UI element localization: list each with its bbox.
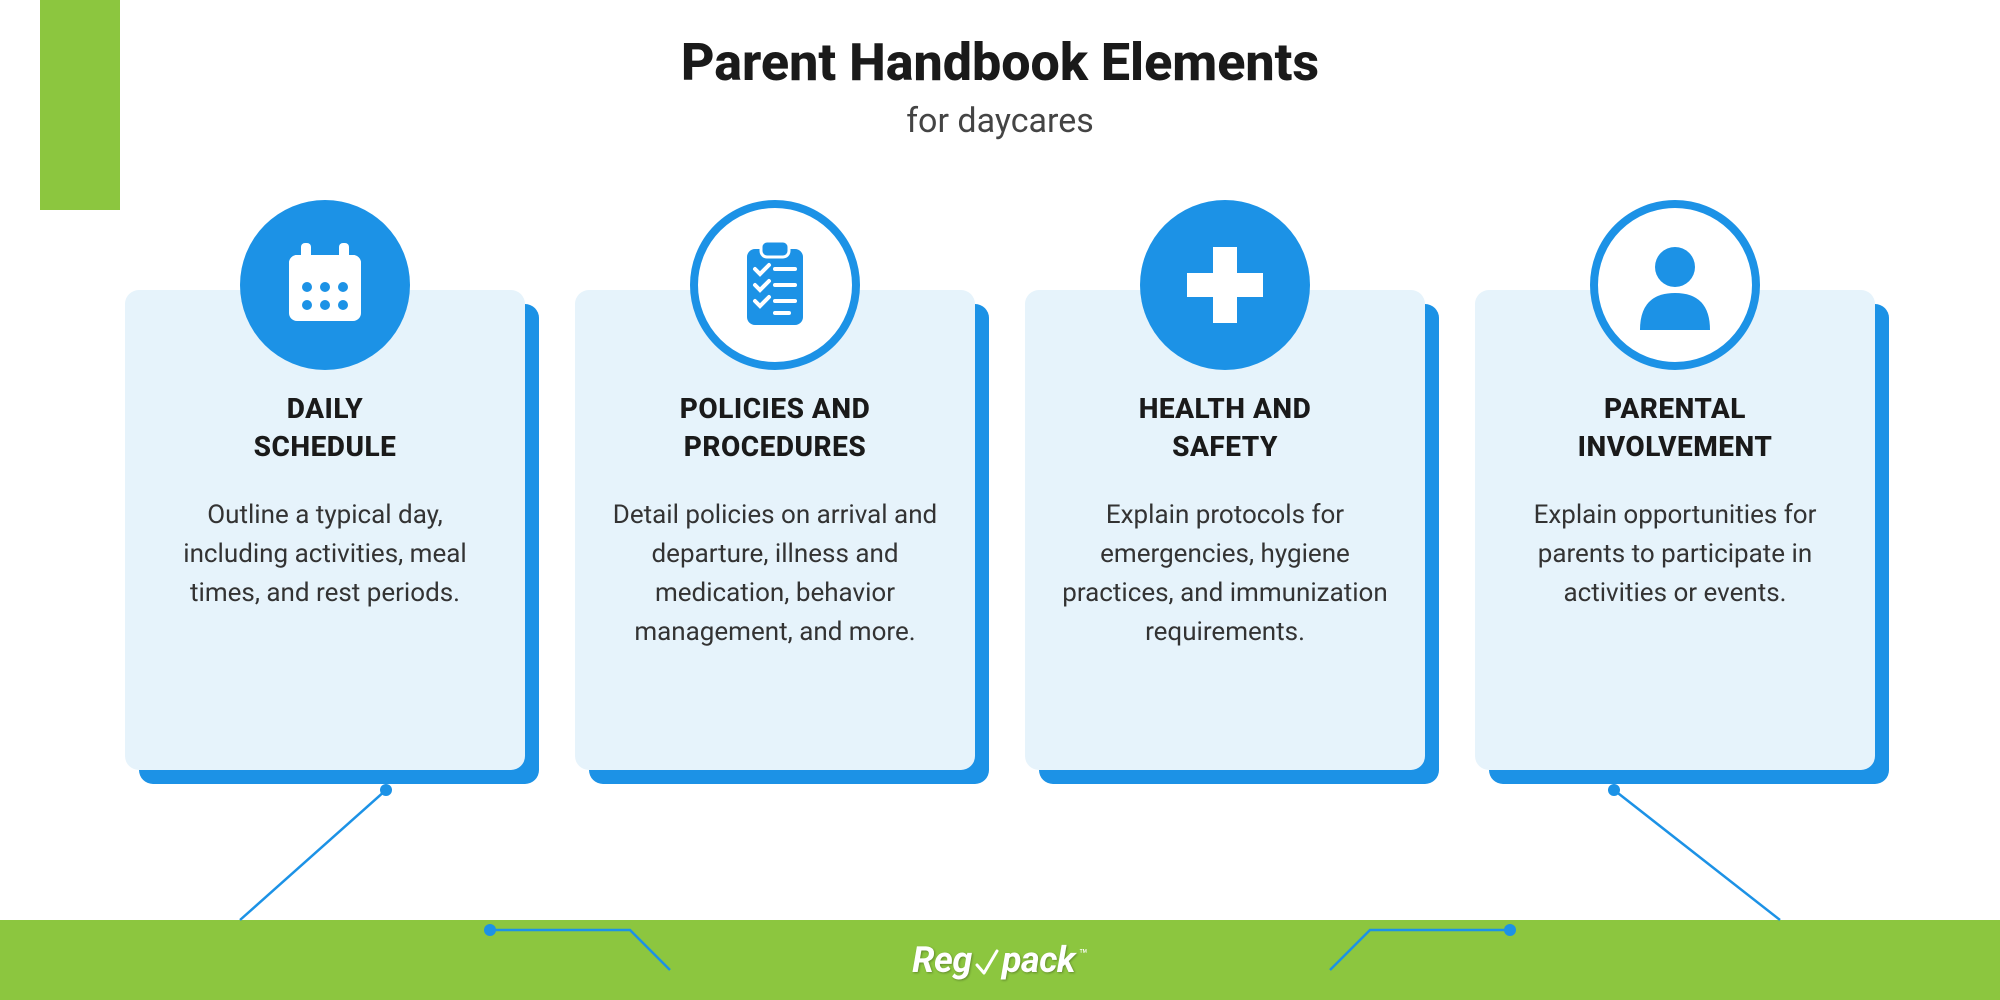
person-icon <box>1590 200 1760 370</box>
card-health-safety: HEALTH AND SAFETY Explain protocols for … <box>1025 290 1425 770</box>
regpack-logo: Reg pack ™ <box>912 939 1088 981</box>
card-title: POLICIES AND PROCEDURES <box>605 390 945 466</box>
card-daily-schedule: DAILY SCHEDULE Outline a typical day, in… <box>125 290 525 770</box>
card-policies: POLICIES AND PROCEDURES Detail policies … <box>575 290 975 770</box>
connector-line-left <box>200 780 400 930</box>
page-title: Parent Handbook Elements <box>0 32 2000 93</box>
logo-check-icon <box>974 947 1000 983</box>
card-title: PARENTAL INVOLVEMENT <box>1505 390 1845 466</box>
card-desc: Explain protocols for emergencies, hygie… <box>1055 496 1395 652</box>
calendar-icon <box>240 200 410 370</box>
logo-suffix: pack <box>1002 939 1075 981</box>
page-subtitle: for daycares <box>0 101 2000 141</box>
card-body: POLICIES AND PROCEDURES Detail policies … <box>575 290 975 770</box>
card-title: DAILY SCHEDULE <box>155 390 495 466</box>
card-parental-involvement: PARENTAL INVOLVEMENT Explain opportuniti… <box>1475 290 1875 770</box>
connector-line-right <box>1600 780 1820 930</box>
logo-prefix: Reg <box>912 939 972 981</box>
card-title: HEALTH AND SAFETY <box>1055 390 1395 466</box>
medical-cross-icon <box>1140 200 1310 370</box>
clipboard-icon <box>690 200 860 370</box>
card-body: DAILY SCHEDULE Outline a typical day, in… <box>125 290 525 770</box>
card-desc: Detail policies on arrival and departure… <box>605 496 945 652</box>
footer-connector-right <box>1320 920 1520 980</box>
card-body: HEALTH AND SAFETY Explain protocols for … <box>1025 290 1425 770</box>
logo-tm: ™ <box>1079 947 1088 963</box>
title-block: Parent Handbook Elements for daycares <box>0 0 2000 141</box>
green-accent-tab <box>40 0 120 210</box>
cards-row: DAILY SCHEDULE Outline a typical day, in… <box>0 290 2000 770</box>
card-body: PARENTAL INVOLVEMENT Explain opportuniti… <box>1475 290 1875 770</box>
footer-bar: Reg pack ™ <box>0 920 2000 1000</box>
card-desc: Explain opportunities for parents to par… <box>1505 496 1845 613</box>
card-desc: Outline a typical day, including activit… <box>155 496 495 613</box>
footer-connector-left <box>480 920 680 980</box>
